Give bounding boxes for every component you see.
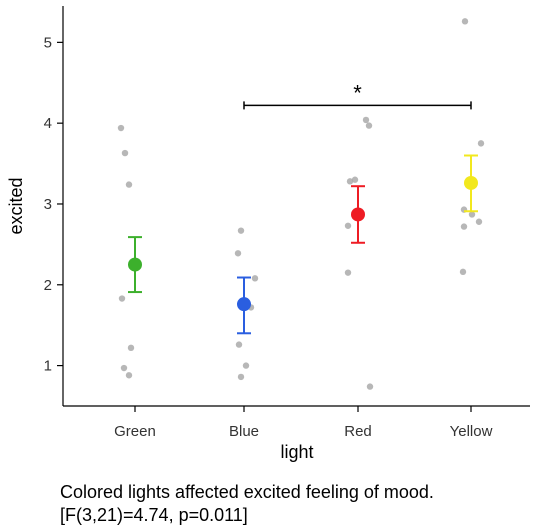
data-point	[118, 295, 126, 302]
data-point	[461, 18, 469, 25]
error-bars	[128, 154, 478, 335]
data-point	[235, 341, 243, 348]
data-point	[344, 269, 352, 276]
x-ticks: Green Blue Red Yellow	[114, 406, 493, 440]
data-point	[468, 211, 476, 218]
caption-line-2: [F(3,21)=4.74, p=0.011]	[60, 505, 248, 525]
chart: 1 2 3 4 5 Green Blue Red Yellow * light excited	[6, 6, 530, 462]
x-tick-label: Green	[114, 423, 156, 440]
data-point	[477, 140, 485, 147]
y-tick-label: 3	[44, 196, 52, 213]
data-point	[125, 181, 133, 188]
data-point	[117, 124, 125, 132]
data-point	[460, 223, 468, 230]
data-point	[346, 178, 354, 185]
data-point	[366, 383, 374, 390]
axes	[62, 6, 530, 407]
data-point	[125, 372, 133, 379]
data-point	[237, 373, 245, 381]
data-point	[365, 122, 373, 129]
caption-line-1: Colored lights affected excited feeling …	[60, 482, 434, 502]
data-point	[127, 344, 135, 352]
y-axis-label: excited	[6, 177, 26, 234]
data-points	[117, 18, 485, 390]
x-axis-label: light	[280, 442, 313, 462]
mean-points	[128, 175, 478, 312]
mean-point	[128, 257, 142, 272]
y-tick-label: 2	[44, 277, 52, 294]
data-point	[237, 227, 245, 234]
mean-point	[464, 175, 478, 190]
y-tick-label: 5	[44, 34, 52, 51]
significance-label: *	[353, 80, 362, 105]
data-point	[251, 275, 259, 282]
mean-point	[351, 207, 365, 222]
significance-bracket: *	[243, 80, 472, 110]
x-tick-label: Yellow	[450, 423, 493, 440]
mean-point	[237, 297, 251, 312]
x-tick-label: Blue	[229, 423, 259, 440]
y-tick-label: 1	[44, 358, 52, 375]
data-point	[362, 116, 370, 124]
data-point	[351, 176, 359, 183]
data-point	[459, 268, 467, 276]
data-point	[344, 222, 352, 229]
y-tick-label: 4	[44, 115, 52, 132]
x-tick-label: Red	[344, 423, 372, 440]
data-point	[475, 218, 483, 225]
y-ticks: 1 2 3 4 5	[44, 34, 63, 375]
data-point	[234, 250, 242, 257]
data-point	[242, 362, 250, 369]
data-point	[120, 364, 128, 372]
data-point	[121, 149, 129, 157]
